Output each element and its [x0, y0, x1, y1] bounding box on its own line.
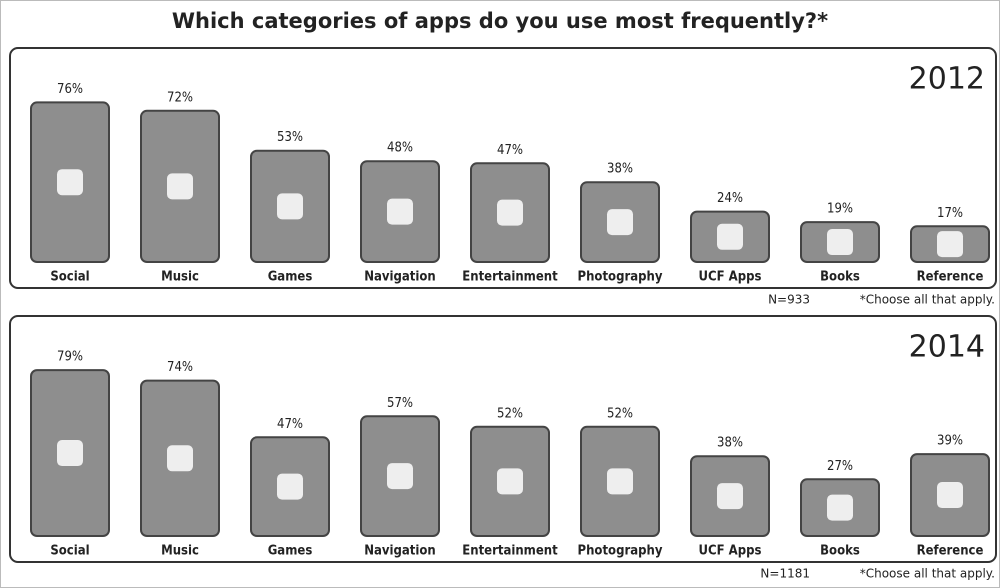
value-label: 52%	[497, 406, 523, 421]
value-label: 19%	[827, 202, 853, 217]
value-label: 17%	[937, 206, 963, 221]
app-icon	[607, 468, 633, 495]
category-label: Books	[820, 544, 860, 559]
value-label: 74%	[167, 360, 193, 375]
app-icon	[167, 445, 193, 472]
category-label: Social	[50, 270, 89, 285]
category-label: Social	[50, 544, 89, 559]
category-label: Music	[161, 544, 199, 559]
category-label: Reference	[917, 270, 984, 285]
sample-size: N=933	[768, 293, 810, 307]
category-label: Entertainment	[462, 544, 558, 559]
category-label: Games	[268, 270, 313, 285]
app-icon	[937, 231, 963, 258]
app-icon	[277, 473, 303, 500]
year-label: 2014	[909, 330, 985, 365]
value-label: 38%	[607, 162, 633, 177]
app-icon	[607, 209, 633, 236]
category-label: Music	[161, 270, 199, 285]
footnote: *Choose all that apply.	[860, 567, 995, 581]
value-label: 57%	[387, 396, 413, 411]
app-icon	[717, 483, 743, 510]
value-label: 76%	[57, 82, 83, 97]
app-icon	[717, 223, 743, 250]
sample-size: N=1181	[760, 567, 810, 581]
value-label: 47%	[497, 143, 523, 158]
category-label: Entertainment	[462, 270, 558, 285]
app-icon	[497, 468, 523, 495]
value-label: 47%	[277, 417, 303, 432]
value-label: 52%	[607, 406, 633, 421]
app-icon	[937, 482, 963, 509]
value-label: 38%	[717, 436, 743, 451]
panel	[9, 47, 997, 289]
app-icon	[497, 199, 523, 226]
year-label: 2012	[909, 62, 985, 97]
value-label: 48%	[387, 141, 413, 156]
category-label: Games	[268, 544, 313, 559]
panel	[9, 315, 997, 563]
app-icon	[57, 169, 83, 196]
category-label: Reference	[917, 544, 984, 559]
value-label: 27%	[827, 459, 853, 474]
value-label: 72%	[167, 90, 193, 105]
app-icon	[57, 440, 83, 467]
category-label: Navigation	[364, 544, 436, 559]
app-icon	[167, 173, 193, 200]
app-icon	[277, 193, 303, 220]
app-icon	[387, 198, 413, 225]
value-label: 24%	[717, 191, 743, 206]
chart-title: Which categories of apps do you use most…	[172, 9, 828, 33]
app-icon	[827, 229, 853, 256]
category-label: Photography	[578, 270, 663, 285]
value-label: 39%	[937, 434, 963, 449]
footnote: *Choose all that apply.	[860, 293, 995, 307]
category-label: UCF Apps	[699, 544, 762, 559]
category-label: UCF Apps	[699, 270, 762, 285]
app-icon	[387, 463, 413, 490]
value-label: 53%	[277, 130, 303, 145]
category-label: Books	[820, 270, 860, 285]
value-label: 79%	[57, 350, 83, 365]
category-label: Photography	[578, 544, 663, 559]
app-icon	[827, 494, 853, 521]
category-label: Navigation	[364, 270, 436, 285]
